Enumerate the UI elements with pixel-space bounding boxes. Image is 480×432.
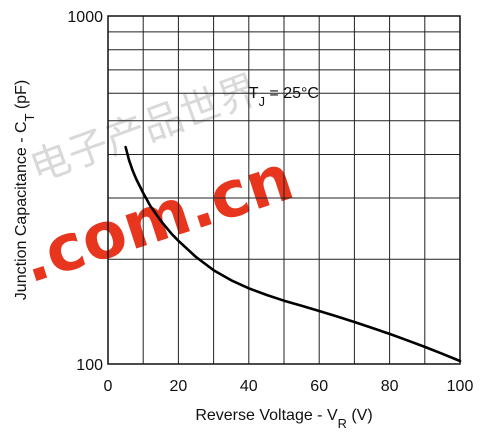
x-tick-label: 60	[310, 378, 328, 395]
x-tick-label: 80	[381, 378, 399, 395]
annotations: TJ = 25°C	[249, 85, 319, 109]
x-axis-title-text: Reverse Voltage - VR (V)	[195, 407, 372, 431]
x-axis-ticks: 0 20 40 60 80 100	[104, 378, 474, 395]
x-tick-label: 0	[104, 378, 113, 395]
capacitance-curve	[124, 145, 462, 363]
x-tick-label: 100	[447, 378, 474, 395]
y-tick-label: 1000	[67, 9, 103, 26]
y-tick-label: 100	[76, 357, 103, 374]
grid	[108, 16, 460, 364]
x-tick-label: 40	[240, 378, 258, 395]
plot-frame	[107, 15, 461, 365]
y-axis-title: Junction Capacitance - CT (pF)	[13, 80, 37, 300]
x-axis-title: Reverse Voltage - VR (V)	[195, 407, 372, 431]
y-axis-ticks: 100 1000	[67, 9, 103, 374]
x-tick-label: 20	[170, 378, 188, 395]
y-axis-title-text: Junction Capacitance - CT (pF)	[13, 80, 37, 300]
temperature-annotation: TJ = 25°C	[249, 85, 319, 109]
